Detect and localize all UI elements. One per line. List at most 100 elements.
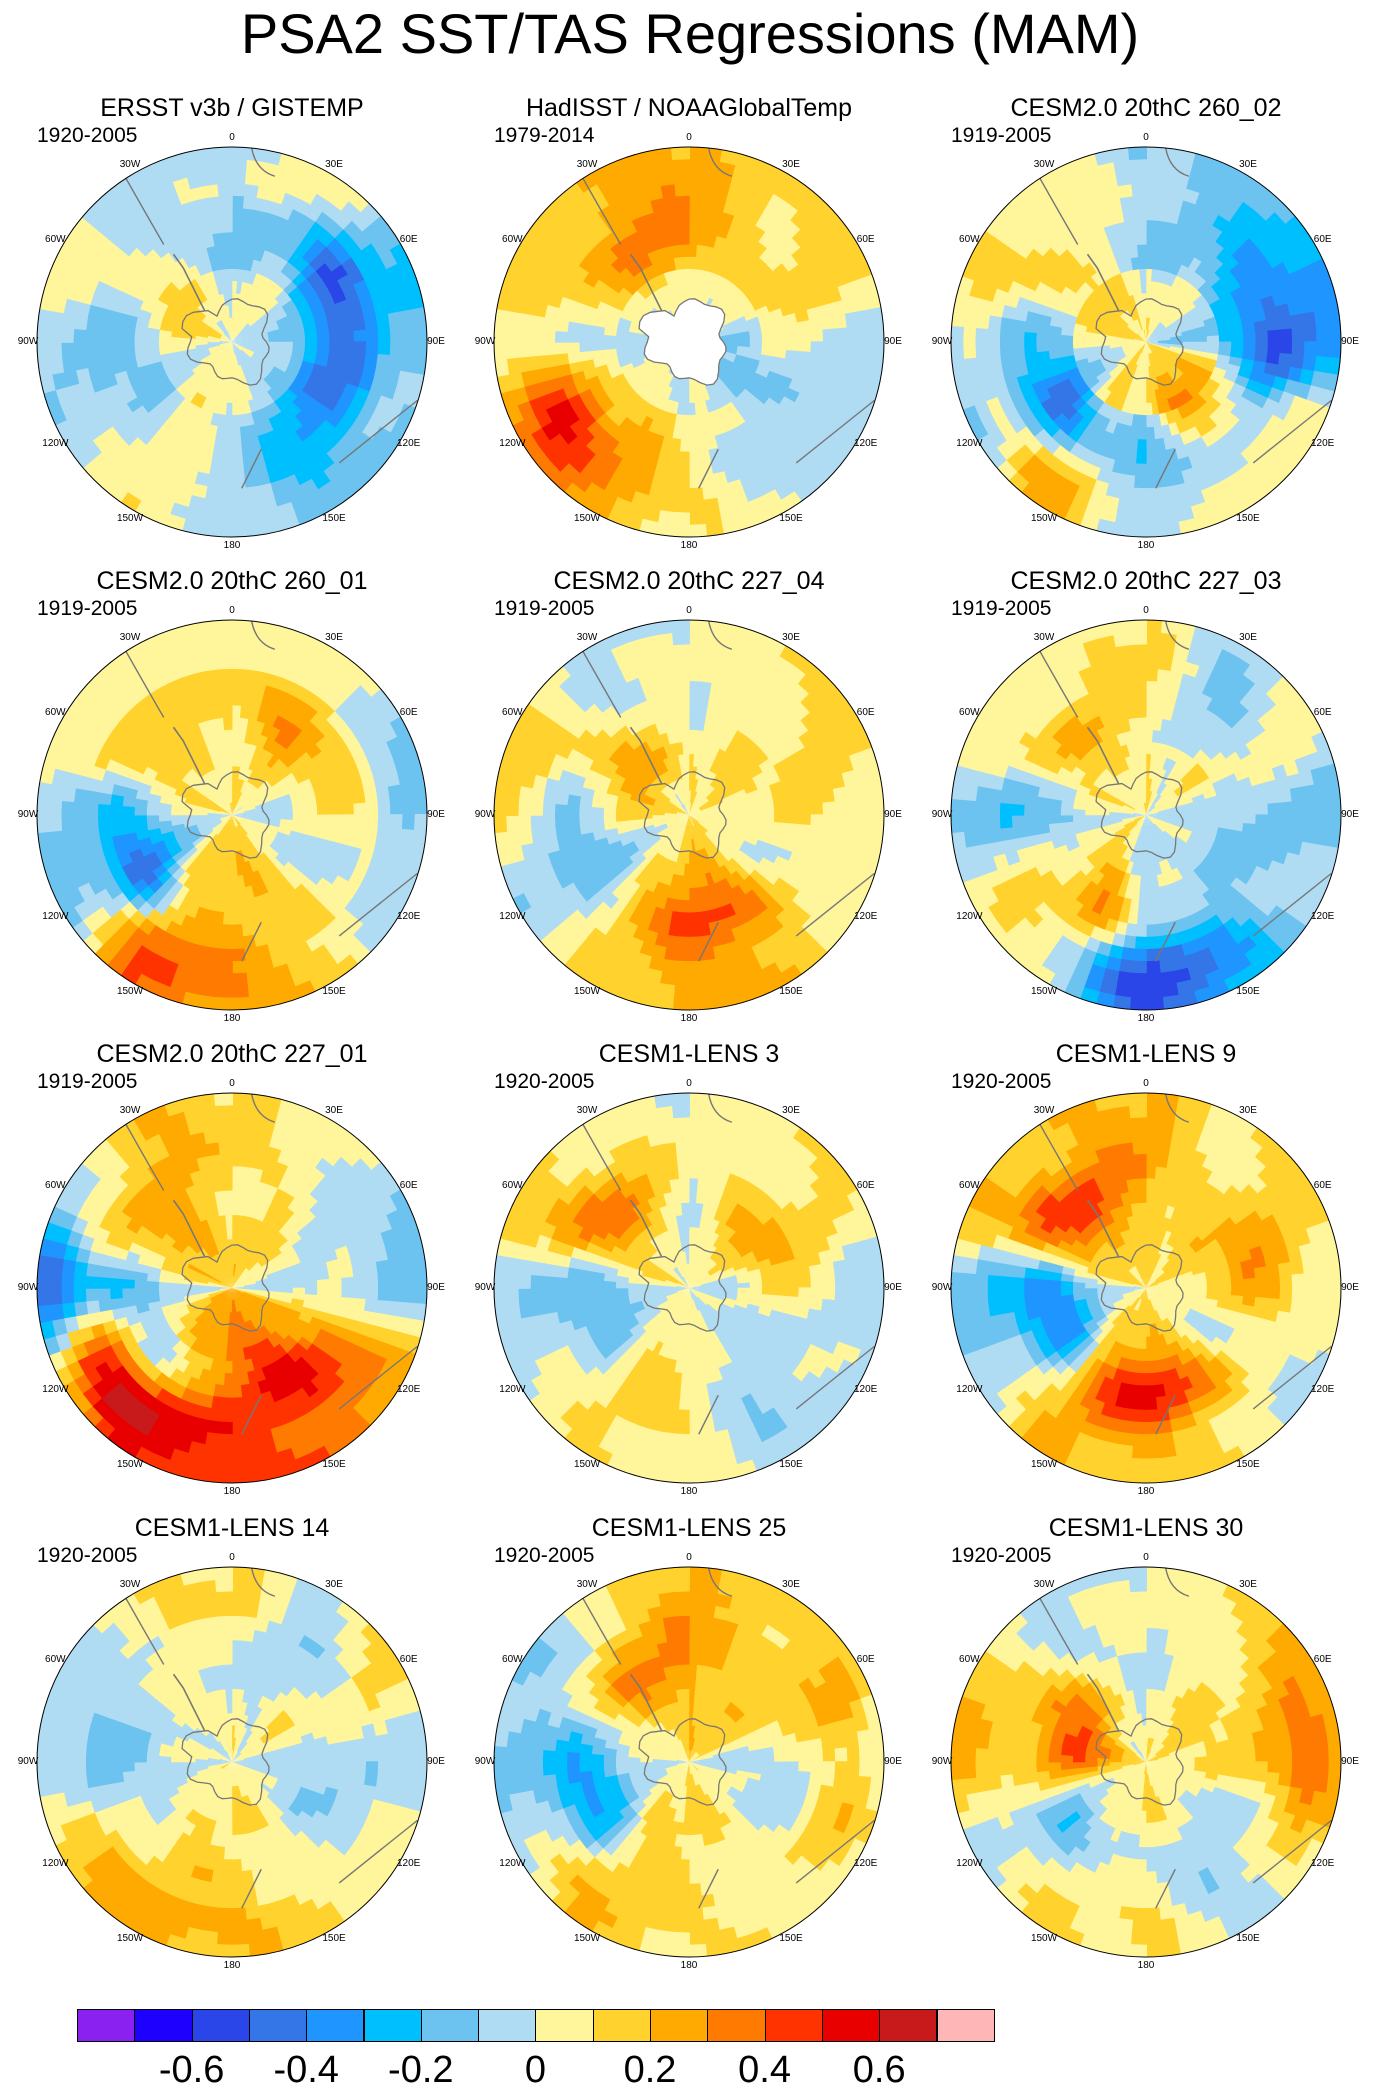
field-cell <box>1240 236 1260 257</box>
field-cell <box>255 819 270 826</box>
field-cell <box>702 833 714 847</box>
field-cell <box>197 825 211 835</box>
field-cell <box>1148 353 1153 368</box>
field-cell <box>232 813 247 816</box>
field-cell <box>197 322 211 332</box>
field-cell <box>244 343 259 347</box>
field-cell <box>1275 302 1293 320</box>
field-cell <box>144 806 160 816</box>
field-cell <box>675 791 684 805</box>
field-cell <box>1046 163 1070 185</box>
field-cell <box>242 328 256 337</box>
field-cell <box>304 814 320 824</box>
field-cell <box>1158 281 1168 297</box>
field-cell <box>688 157 707 173</box>
field-cell <box>327 823 344 835</box>
field-cell <box>772 324 789 335</box>
field-cell <box>517 355 534 373</box>
field-cell <box>1115 410 1128 427</box>
field-cell <box>266 324 281 333</box>
field-cell <box>1160 424 1173 440</box>
field-cell <box>1131 487 1147 503</box>
field-cell <box>71 814 87 830</box>
field-cell <box>188 785 203 797</box>
field-cell <box>680 802 689 815</box>
field-cell <box>679 242 690 258</box>
field-cell <box>214 157 233 173</box>
field-cell <box>1190 315 1206 326</box>
field-cell <box>1163 314 1176 327</box>
panel-title: HadISST / NOAAGlobalTemp <box>525 94 853 122</box>
field-cell <box>222 826 229 841</box>
field-cell <box>251 319 266 330</box>
field-cell <box>1153 425 1164 442</box>
field-cell <box>1194 330 1209 338</box>
field-cell <box>761 333 777 343</box>
field-cell <box>247 295 258 311</box>
field-cell <box>271 778 287 791</box>
field-cell <box>678 439 690 454</box>
field-cell <box>651 801 667 809</box>
field-cell <box>257 779 271 792</box>
field-cell <box>1088 310 1104 322</box>
field-cell <box>231 691 244 706</box>
field-cell <box>110 246 130 266</box>
field-cell <box>650 365 664 378</box>
field-cell <box>248 386 259 402</box>
field-cell <box>675 815 689 821</box>
field-cell <box>232 333 245 342</box>
field-cell <box>1151 352 1160 366</box>
field-cell <box>229 800 232 815</box>
field-cell <box>236 390 244 405</box>
field-cell <box>214 630 233 646</box>
field-cell <box>132 349 149 360</box>
field-cell <box>1135 439 1147 454</box>
field-cell <box>1130 255 1140 271</box>
field-cell <box>675 815 689 820</box>
field-cell <box>1146 332 1158 342</box>
field-cell <box>1160 509 1179 527</box>
field-cell <box>71 327 87 343</box>
field-cell <box>676 815 689 823</box>
field-cell <box>218 815 232 821</box>
field-cell <box>210 798 223 809</box>
field-cell <box>1156 363 1166 377</box>
field-cell <box>53 418 75 442</box>
field-cell <box>276 315 292 326</box>
field-cell <box>232 342 236 356</box>
field-cell <box>195 350 210 359</box>
longitude-label: 30W <box>119 632 141 644</box>
field-cell <box>1194 336 1209 343</box>
field-cell <box>231 402 239 418</box>
field-cell <box>1150 279 1158 294</box>
field-cell <box>268 818 283 825</box>
field-cell <box>638 814 653 820</box>
field-cell <box>241 218 255 235</box>
field-cell <box>689 811 703 815</box>
field-cell <box>1132 267 1141 282</box>
field-cell <box>1146 333 1159 342</box>
field-cell <box>1128 376 1137 391</box>
field-cell <box>244 958 261 975</box>
field-cell <box>232 342 241 355</box>
field-cell <box>210 754 220 770</box>
field-cell <box>1181 348 1196 356</box>
field-cell <box>701 848 711 863</box>
field-cell <box>238 413 248 429</box>
field-cell <box>1170 381 1183 397</box>
field-cell <box>1154 437 1166 454</box>
field-cell <box>1157 345 1172 352</box>
field-cell <box>1145 426 1156 442</box>
antarctica-outline <box>181 298 270 386</box>
field-cell <box>1148 303 1153 318</box>
field-cell <box>247 312 260 325</box>
field-cell <box>1157 330 1171 338</box>
field-cell <box>1277 353 1294 369</box>
field-cell <box>241 325 254 336</box>
field-cell <box>232 815 241 828</box>
field-cell <box>248 755 259 771</box>
field-cell <box>136 917 156 937</box>
field-cell <box>239 321 251 334</box>
field-cell <box>231 739 239 755</box>
field-cell <box>317 228 338 248</box>
